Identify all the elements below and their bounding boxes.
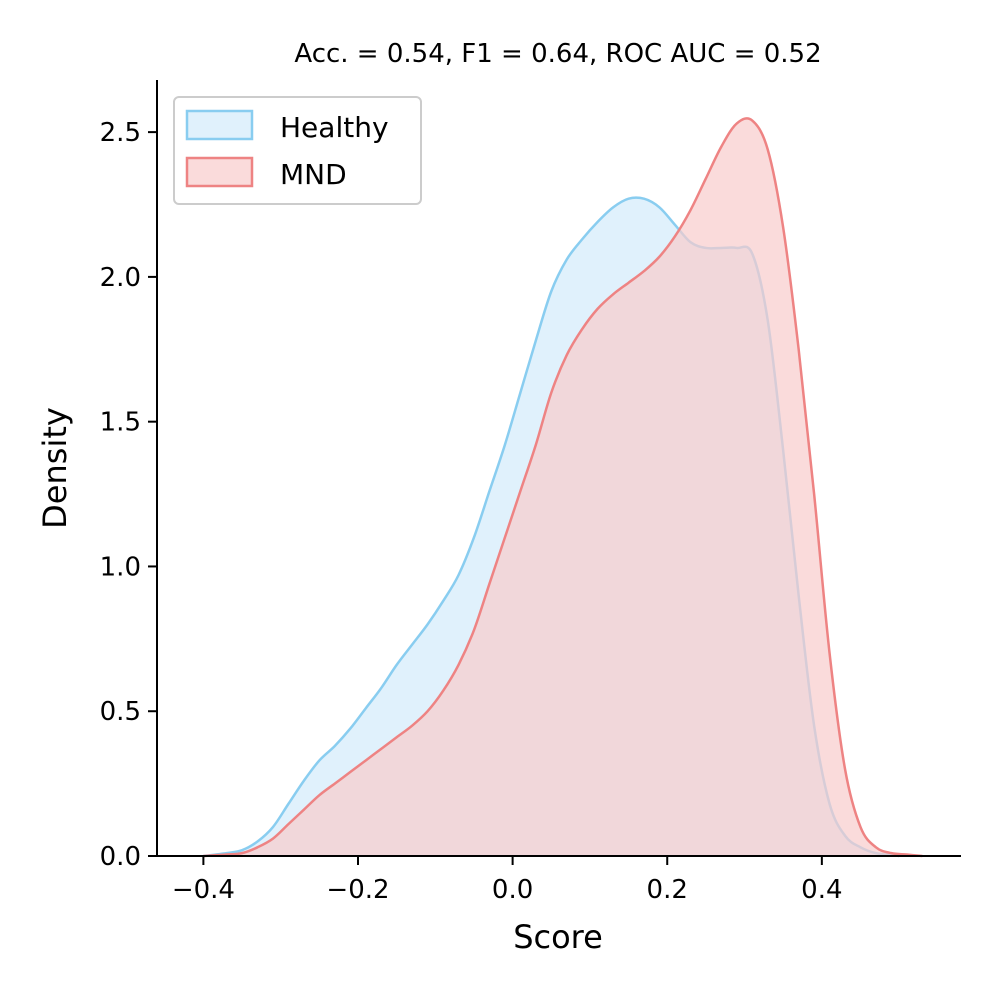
density-line-mnd (203, 117, 923, 858)
legend-label-healthy: Healthy (280, 111, 389, 144)
y-tick-label: 0.0 (100, 842, 141, 872)
series-layer (203, 117, 923, 858)
x-tick-label: 0.4 (801, 875, 842, 905)
y-tick-label: 2.0 (100, 263, 141, 293)
x-tick-label: 0.2 (647, 875, 688, 905)
x-tick-label: −0.2 (326, 875, 389, 905)
y-tick-label: 0.5 (100, 697, 141, 727)
x-tick-label: −0.4 (172, 875, 235, 905)
y-tick-label: 1.5 (100, 408, 141, 438)
density-area-mnd (203, 118, 923, 856)
x-axis-title: Score (513, 918, 603, 956)
y-ticks: 0.0 0.5 1.0 1.5 2.0 2.5 (100, 118, 157, 872)
legend: Healthy MND (173, 96, 422, 205)
x-tick-label: 0.0 (492, 875, 533, 905)
x-ticks: −0.4 −0.2 0.0 0.2 0.4 (172, 856, 843, 905)
y-axis-title: Density (36, 407, 74, 529)
y-tick-label: 2.5 (100, 118, 141, 148)
legend-swatch-mnd (185, 156, 254, 188)
chart-title: Acc. = 0.54, F1 = 0.64, ROC AUC = 0.52 (294, 39, 821, 69)
legend-swatch-healthy (185, 109, 254, 141)
y-tick-label: 1.0 (100, 552, 141, 582)
legend-label-mnd: MND (280, 158, 347, 191)
